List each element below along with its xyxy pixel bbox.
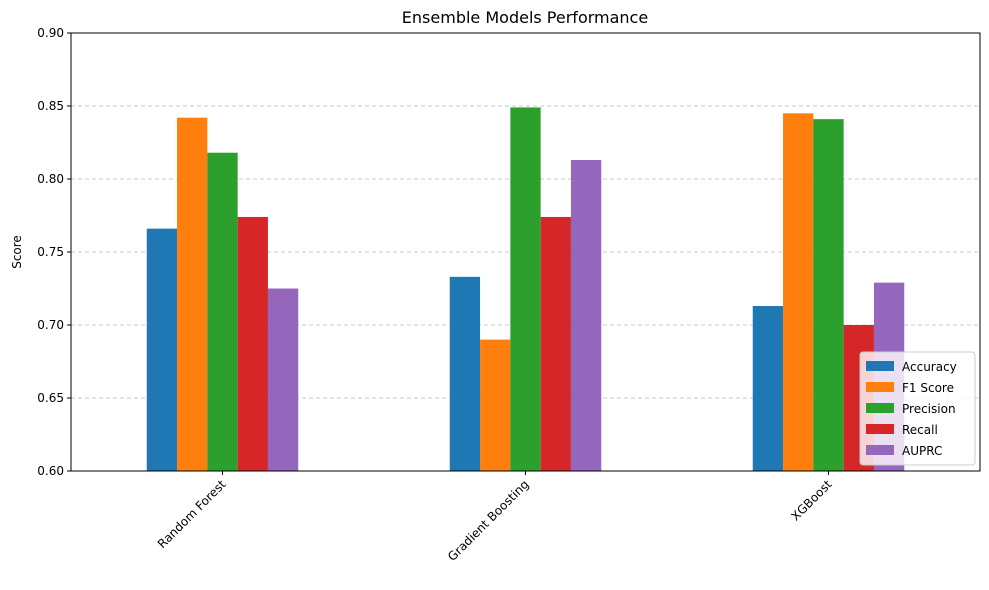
chart-title: Ensemble Models Performance [402, 8, 648, 27]
bar-f1-score [783, 113, 814, 472]
y-tick-label: 0.65 [37, 391, 64, 405]
bar-precision [207, 152, 238, 471]
bar-f1-score [177, 117, 208, 472]
x-axis: Random Forest Gradient Boosting XGBoost [155, 471, 835, 564]
bar-accuracy [146, 228, 178, 471]
legend: Accuracy F1 Score Precision Recall AUPRC [859, 351, 976, 466]
bar-recall [540, 216, 571, 471]
y-tick-label: 0.85 [37, 99, 64, 113]
y-tick-label: 0.60 [37, 464, 64, 478]
y-tick-label: 0.75 [37, 245, 64, 259]
bar-auprc [267, 288, 299, 471]
legend-label: F1 Score [902, 381, 954, 395]
legend-label: Precision [902, 402, 956, 416]
legend-label: AUPRC [902, 444, 942, 458]
y-tick-label: 0.70 [37, 318, 64, 332]
legend-swatch [866, 361, 894, 371]
legend-swatch [866, 424, 894, 434]
x-tick-label: Gradient Boosting [445, 477, 532, 564]
legend-label: Recall [902, 423, 938, 437]
legend-label: Accuracy [902, 360, 957, 374]
bar-accuracy [449, 276, 481, 471]
bars [146, 107, 905, 472]
y-axis-label: Score [10, 235, 24, 269]
y-axis: 0.60 0.65 0.70 0.75 0.80 0.85 0.90 [37, 26, 71, 478]
y-tick-label: 0.80 [37, 172, 64, 186]
legend-swatch [866, 445, 894, 455]
x-tick-label: Random Forest [155, 477, 229, 551]
bar-precision [813, 119, 844, 471]
legend-box [859, 351, 976, 466]
bar-f1-score [480, 339, 511, 471]
legend-swatch [866, 403, 894, 413]
bar-precision [510, 107, 541, 472]
bar-auprc [570, 160, 602, 471]
x-tick-label: XGBoost [788, 477, 834, 523]
legend-swatch [866, 382, 894, 392]
bar-accuracy [752, 306, 784, 471]
bar-recall [237, 216, 268, 471]
y-tick-label: 0.90 [37, 26, 64, 40]
